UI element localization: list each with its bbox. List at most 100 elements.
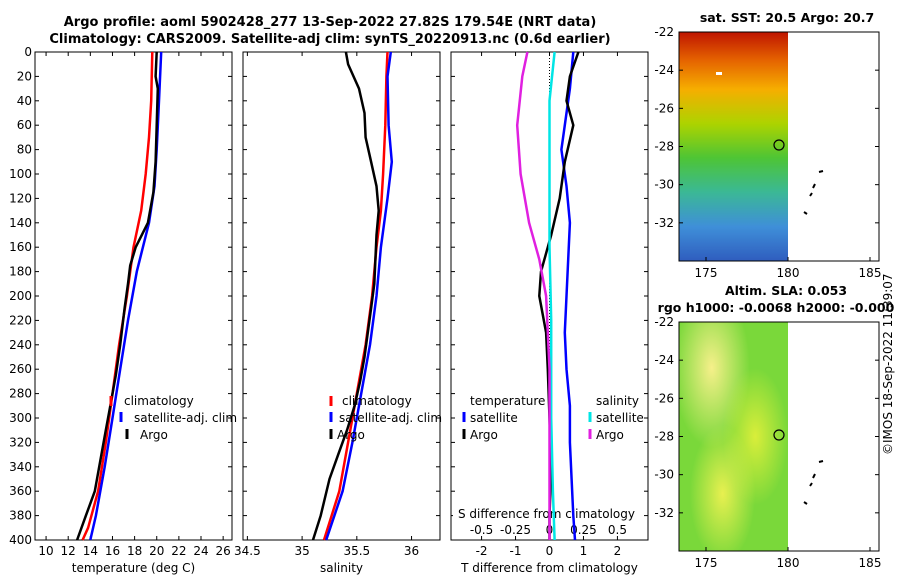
x-tick-label: 34.5 (234, 544, 261, 558)
y-tick-label: 340 (9, 460, 32, 474)
y-tick-label: 360 (9, 484, 32, 498)
x-tick-label: 2 (614, 544, 622, 558)
legend-label: satellite (596, 411, 644, 425)
map-lat-label: -22 (654, 25, 674, 39)
island-coastline (803, 460, 824, 505)
x-tick-label: 18 (127, 544, 142, 558)
profile-panels: 0204060801001201401601802002202402602803… (9, 45, 649, 575)
x-tick-label: 26 (216, 544, 231, 558)
x-tick-label: -1 (510, 544, 522, 558)
x-tick-label: -2 (476, 544, 488, 558)
sla-map-title: Altim. SLA: 0.053 (725, 283, 847, 298)
map-lat-label: -28 (654, 140, 674, 154)
y-tick-label: 120 (9, 191, 32, 205)
map-lon-label: 185 (859, 556, 882, 570)
legend-label: Argo (337, 428, 365, 442)
x-tick-label: 35.5 (343, 544, 370, 558)
map-ticks: -22 -24 -26 -28 -30 -32 175 180 185 -22 -24 -26 -28 -… (654, 25, 881, 570)
x-tick-label: 10 (38, 544, 53, 558)
map-lat-label: -26 (654, 101, 674, 115)
legend-label: Argo (140, 428, 168, 442)
legend-label: satellite-adj. clim (134, 411, 237, 425)
map-lon-label: 185 (859, 266, 882, 280)
chart-title-line1: Argo profile: aoml 5902428_277 13-Sep-20… (63, 15, 597, 30)
sla-map (678, 321, 880, 552)
y-tick-label: 60 (17, 118, 32, 132)
sst-map (678, 31, 880, 262)
legend-label: satellite-adj. clim (339, 411, 442, 425)
panel-difference: -2 -1 0 1 2 S difference from climatology -0.5… (450, 51, 649, 575)
x-axis-label: salinity (320, 561, 363, 575)
map-lat-label: -30 (654, 178, 674, 192)
map-lon-label: 175 (695, 266, 718, 280)
s-tick-label: -0.25 (500, 523, 531, 537)
legend-difference-panel: temperature satellite Argo salinity sate… (462, 394, 644, 442)
map-lat-label: -32 (654, 506, 674, 520)
panel-temperature: 0 20 40 60 80 100 120 140 160 180 200 220 240 260 280 3… (9, 45, 233, 575)
series-s-satellite (548, 51, 556, 541)
x-axis-label: temperature (deg C) (72, 561, 195, 575)
map-lat-label: -30 (654, 468, 674, 482)
legend-label: Argo (470, 428, 498, 442)
legend-label: Argo (596, 428, 624, 442)
x-tick-label: 24 (193, 544, 208, 558)
sst-field-overlay (679, 32, 788, 261)
x-axis-label: T difference from climatology (460, 561, 638, 575)
salinity-axis-labels: S difference from climatology-0.5 -0.25 0 0… (453, 506, 635, 537)
map-lat-label: -32 (654, 216, 674, 230)
y-tick-label: 100 (9, 167, 32, 181)
s-tick-label: -0.5 (470, 523, 493, 537)
x-tick-label: 12 (61, 544, 76, 558)
y-tick-label: 40 (17, 94, 32, 108)
y-tick-label: 220 (9, 313, 32, 327)
y-tick-label: 20 (17, 69, 32, 83)
axis-label-backdrop (453, 506, 620, 536)
legend-title-salinity: salinity (596, 394, 639, 408)
x-tick-label: 14 (83, 544, 98, 558)
x-tick-label: 35 (294, 544, 309, 558)
map-lat-label: -26 (654, 391, 674, 405)
legend-label: climatology (124, 394, 194, 408)
x-tick-label: 36 (404, 544, 419, 558)
x-tick-label: 16 (105, 544, 120, 558)
y-tick-label: 400 (9, 533, 32, 547)
sst-map-title: sat. SST: 20.5 Argo: 20.7 (700, 10, 874, 25)
sla-blob (679, 322, 788, 551)
s-tick-label: 0.5 (608, 523, 627, 537)
series-s-argo (515, 51, 551, 540)
timestamp: ©IMOS 18-Sep-2022 11:39:07 (881, 273, 895, 455)
argo-position-marker (773, 139, 785, 151)
x-tick-label: 20 (149, 544, 164, 558)
sst-cloud-patch (716, 72, 722, 75)
plot-frame (242, 51, 441, 541)
series-argo (75, 51, 160, 541)
map-lon-label: 180 (777, 266, 800, 280)
sst-field (679, 32, 788, 261)
map-lon-label: 175 (695, 556, 718, 570)
sla-map-subtitle: rgo h1000: -0.0068 h2000: -0.000 (658, 300, 895, 315)
argo-position-marker (773, 429, 785, 441)
y-tick-label: 80 (17, 143, 32, 157)
y-tick-label: 140 (9, 216, 32, 230)
legend-label: climatology (342, 394, 412, 408)
panel-salinity: 34.5 35 35.5 36 salinity (234, 51, 441, 575)
map-lon-label: 180 (777, 556, 800, 570)
s-axis-label: S difference from climatology (458, 507, 635, 521)
series-satellite-adj-clim (325, 51, 394, 541)
y-tick-label: 260 (9, 362, 32, 376)
chart-title-line2: Climatology: CARS2009. Satellite-adj cli… (49, 32, 611, 47)
x-tick-label: 0 (546, 544, 554, 558)
y-tick-label: 320 (9, 435, 32, 449)
y-tick-label: 200 (9, 289, 32, 303)
y-tick-label: 180 (9, 265, 32, 279)
y-tick-label: 300 (9, 411, 32, 425)
y-tick-label: 240 (9, 338, 32, 352)
map-lat-label: -24 (654, 353, 674, 367)
legend-title-temperature: temperature (470, 394, 545, 408)
map-lat-label: -28 (654, 430, 674, 444)
legend-salinity-panel: climatology satellite-adj. clim Argo (329, 394, 442, 442)
y-tick-label: 0 (24, 45, 32, 59)
legend-temperature-panel: climatology satellite-adj. clim Argo (109, 394, 237, 442)
y-tick-label: 280 (9, 387, 32, 401)
